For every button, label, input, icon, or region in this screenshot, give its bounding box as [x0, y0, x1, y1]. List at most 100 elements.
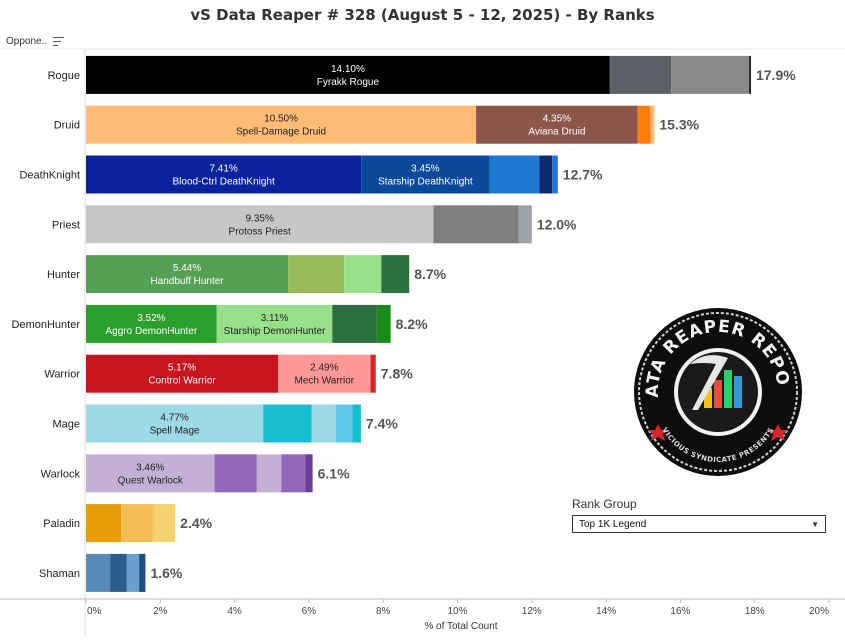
bar-segment[interactable]: [381, 255, 410, 294]
segment-percent-label: 3.45%: [411, 164, 439, 175]
bar-segment[interactable]: [86, 205, 434, 244]
x-tick-label: 4%: [227, 606, 242, 617]
bar-segment[interactable]: [256, 454, 282, 493]
bar-segment[interactable]: [121, 504, 153, 543]
bar-segment[interactable]: [489, 155, 540, 194]
bar-segment[interactable]: [539, 155, 553, 194]
bar-segment[interactable]: [305, 454, 313, 493]
x-tick-label: 10%: [447, 606, 467, 617]
bar-segment[interactable]: [476, 105, 638, 144]
segment-archetype-label: Control Warrior: [148, 376, 216, 387]
bar-segment[interactable]: [216, 304, 333, 343]
bar-segment[interactable]: [311, 404, 336, 443]
segment-archetype-label: Blood-Ctrl DeathKnight: [173, 177, 275, 188]
segment-archetype-label: Starship DemonHunter: [224, 326, 326, 337]
data-reaper-report-logo: DATA REAPER REPORT VICIOUS SYNDICATE PRE…: [632, 306, 802, 476]
bar-segment[interactable]: [671, 55, 750, 94]
segment-percent-label: 3.52%: [137, 313, 165, 324]
segment-archetype-label: Fyrakk Rogue: [317, 77, 380, 88]
x-tick-label: 20%: [809, 606, 829, 617]
category-label: Druid: [54, 120, 80, 132]
segment-archetype-label: Quest Warlock: [118, 475, 184, 486]
bar-segment[interactable]: [518, 205, 532, 244]
bar-segment[interactable]: [86, 255, 289, 294]
segment-percent-label: 10.50%: [264, 114, 298, 125]
bar-segment[interactable]: [332, 304, 377, 343]
segment-percent-label: 5.44%: [173, 263, 201, 274]
bar-segment[interactable]: [214, 454, 257, 493]
segment-percent-label: 3.46%: [136, 462, 164, 473]
rank-group-selected-value: Top 1K Legend: [579, 518, 647, 530]
segment-archetype-label: Spell-Damage Druid: [236, 127, 326, 138]
rank-group-dropdown[interactable]: Top 1K Legend ▼: [572, 515, 826, 533]
segment-archetype-label: Protoss Priest: [229, 226, 291, 237]
bar-segment[interactable]: [86, 55, 610, 94]
bar-total-label: 6.1%: [318, 465, 350, 481]
bar-segment[interactable]: [288, 255, 345, 294]
bar-segment[interactable]: [370, 354, 376, 393]
bar-total-label: 1.6%: [150, 565, 182, 581]
segment-percent-label: 4.35%: [543, 114, 571, 125]
segment-percent-label: 3.11%: [261, 313, 289, 324]
rank-group-title: Rank Group: [572, 497, 637, 511]
bar-segment[interactable]: [86, 454, 215, 493]
bar-segment[interactable]: [609, 55, 672, 94]
bar-segment[interactable]: [152, 504, 176, 543]
category-label: Rogue: [48, 70, 80, 82]
x-tick-label: 16%: [670, 606, 690, 617]
bar-segment[interactable]: [278, 354, 371, 393]
bar-segment[interactable]: [281, 454, 306, 493]
dropdown-caret-icon[interactable]: ▼: [811, 519, 819, 529]
bar-segment[interactable]: [86, 105, 477, 144]
bar-segment[interactable]: [139, 553, 146, 592]
bar-segment[interactable]: [637, 105, 651, 144]
segment-archetype-label: Aviana Druid: [528, 127, 585, 138]
category-label: Warlock: [41, 468, 81, 480]
bar-total-label: 12.7%: [563, 167, 603, 183]
bar-segment[interactable]: [86, 354, 279, 393]
bar-segment[interactable]: [86, 553, 111, 592]
bar-segment[interactable]: [749, 55, 751, 94]
x-tick-label: 0%: [87, 606, 102, 617]
segment-percent-label: 5.17%: [168, 363, 196, 374]
bar-segment[interactable]: [86, 304, 217, 343]
category-label: DeathKnight: [19, 170, 80, 182]
bar-segment[interactable]: [433, 205, 519, 244]
bar-segment[interactable]: [352, 404, 361, 443]
chart-title: vS Data Reaper # 328 (August 5 - 12, 202…: [190, 6, 655, 24]
segment-archetype-label: Starship DeathKnight: [378, 177, 473, 188]
segment-archetype-label: Mech Warrior: [294, 376, 354, 387]
bar-segment[interactable]: [263, 404, 312, 443]
x-tick-label: 6%: [302, 606, 317, 617]
bar-segment[interactable]: [650, 105, 655, 144]
bar-total-label: 7.8%: [381, 366, 413, 382]
bar-segment[interactable]: [335, 404, 353, 443]
category-label: Hunter: [47, 269, 80, 281]
bar-total-label: 2.4%: [180, 515, 212, 531]
opponent-column-header[interactable]: Oppone..: [6, 36, 65, 47]
segment-percent-label: 14.10%: [331, 64, 365, 75]
bar-segment[interactable]: [110, 553, 127, 592]
sort-lines-icon[interactable]: [53, 36, 65, 47]
category-label: Priest: [52, 219, 80, 231]
x-tick-label: 14%: [596, 606, 616, 617]
x-tick-label: 8%: [376, 606, 391, 617]
bar-segment[interactable]: [361, 155, 490, 194]
segment-percent-label: 9.35%: [245, 213, 273, 224]
bar-segment[interactable]: [126, 553, 140, 592]
bar-segment[interactable]: [552, 155, 558, 194]
bar-segment[interactable]: [86, 404, 264, 443]
category-label: Paladin: [43, 518, 80, 530]
segment-archetype-label: Handbuff Hunter: [150, 276, 224, 287]
segment-archetype-label: Spell Mage: [150, 426, 200, 437]
x-tick-label: 2%: [153, 606, 168, 617]
x-tick-label: 18%: [745, 606, 765, 617]
bar-segment[interactable]: [86, 504, 122, 543]
bar-total-label: 17.9%: [756, 67, 796, 83]
bar-segment[interactable]: [344, 255, 382, 294]
category-label: Shaman: [39, 568, 80, 580]
bar-segment[interactable]: [376, 304, 391, 343]
bar-segment[interactable]: [86, 155, 362, 194]
bar-total-label: 12.0%: [537, 216, 577, 232]
